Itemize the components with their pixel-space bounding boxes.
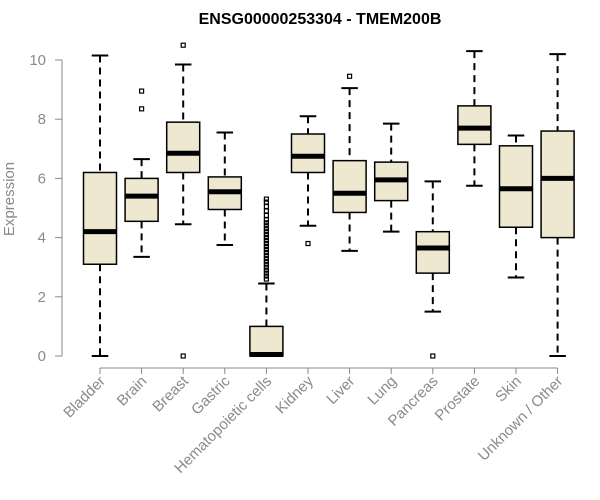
outlier-point <box>263 232 269 238</box>
boxes-group <box>82 42 575 359</box>
x-tick-label: Kidney <box>272 372 317 417</box>
outlier-point <box>139 88 145 94</box>
outlier-point <box>263 255 269 261</box>
outlier-point <box>263 270 269 276</box>
x-tick-label: Prostate <box>432 373 484 425</box>
outlier-point <box>263 258 269 264</box>
box-brain <box>124 88 159 258</box>
y-tick-label: 6 <box>38 170 46 187</box>
box-iqr <box>457 105 492 146</box>
chart-title: ENSG00000253304 - TMEM200B <box>199 11 442 28</box>
x-tick-label: Skin <box>492 373 525 406</box>
box-iqr <box>165 121 201 174</box>
outlier-point <box>263 196 269 202</box>
outlier-point <box>263 276 269 282</box>
outlier-point <box>263 212 269 218</box>
outlier-point <box>263 226 269 232</box>
outlier-point <box>180 42 186 48</box>
outlier-point <box>263 208 269 214</box>
x-tick-label: Breast <box>149 372 192 415</box>
box-breast <box>165 42 201 359</box>
y-axis-label: Expression <box>1 162 18 236</box>
y-tick-label: 10 <box>29 52 46 69</box>
y-axis: 0 2 4 6 8 10 <box>29 52 63 365</box>
outlier-point <box>263 229 269 235</box>
box-prostate <box>457 50 492 187</box>
y-tick-label: 8 <box>38 111 46 128</box>
box-unknown-other <box>540 53 575 357</box>
box-iqr <box>415 230 451 274</box>
box-bladder <box>82 54 118 357</box>
outlier-point <box>263 243 269 250</box>
box-hematopoietic-cells <box>249 196 284 358</box>
box-iqr <box>332 159 367 214</box>
outlier-point <box>263 235 269 241</box>
box-iqr <box>540 130 575 239</box>
x-tick-label: Liver <box>323 373 358 408</box>
outlier-point <box>180 353 186 359</box>
x-tick-label: Brain <box>114 373 151 410</box>
outlier-point <box>263 246 269 253</box>
outlier-point <box>263 267 269 273</box>
outlier-point <box>263 223 269 229</box>
outlier-point <box>305 240 311 247</box>
outlier-point <box>263 203 269 210</box>
outlier-point <box>263 199 269 205</box>
box-gastric <box>207 131 243 246</box>
box-liver <box>332 73 367 252</box>
box-skin <box>498 134 534 279</box>
outlier-point <box>263 273 269 279</box>
x-tick-label: Bladder <box>60 373 109 422</box>
box-kidney <box>290 115 326 247</box>
y-tick-label: 2 <box>38 289 46 306</box>
box-iqr <box>82 171 118 265</box>
outlier-point <box>430 353 436 359</box>
outlier-point <box>263 249 269 255</box>
y-tick-label: 4 <box>38 230 46 247</box>
outlier-point <box>263 252 269 258</box>
box-iqr <box>290 133 326 174</box>
outlier-point <box>263 240 269 247</box>
outlier-point <box>263 261 269 267</box>
outlier-point <box>139 106 145 112</box>
box-iqr <box>249 325 284 357</box>
outlier-point <box>347 73 353 79</box>
box-lung <box>373 122 409 233</box>
outlier-point <box>263 237 269 244</box>
x-tick-label: Lung <box>364 373 400 409</box>
y-tick-label: 0 <box>38 348 46 365</box>
outlier-point <box>263 220 269 226</box>
box-iqr <box>124 177 159 223</box>
outlier-point <box>263 264 269 270</box>
box-pancreas <box>415 180 451 359</box>
